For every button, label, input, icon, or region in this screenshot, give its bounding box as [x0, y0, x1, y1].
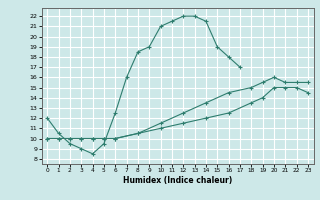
- X-axis label: Humidex (Indice chaleur): Humidex (Indice chaleur): [123, 176, 232, 185]
